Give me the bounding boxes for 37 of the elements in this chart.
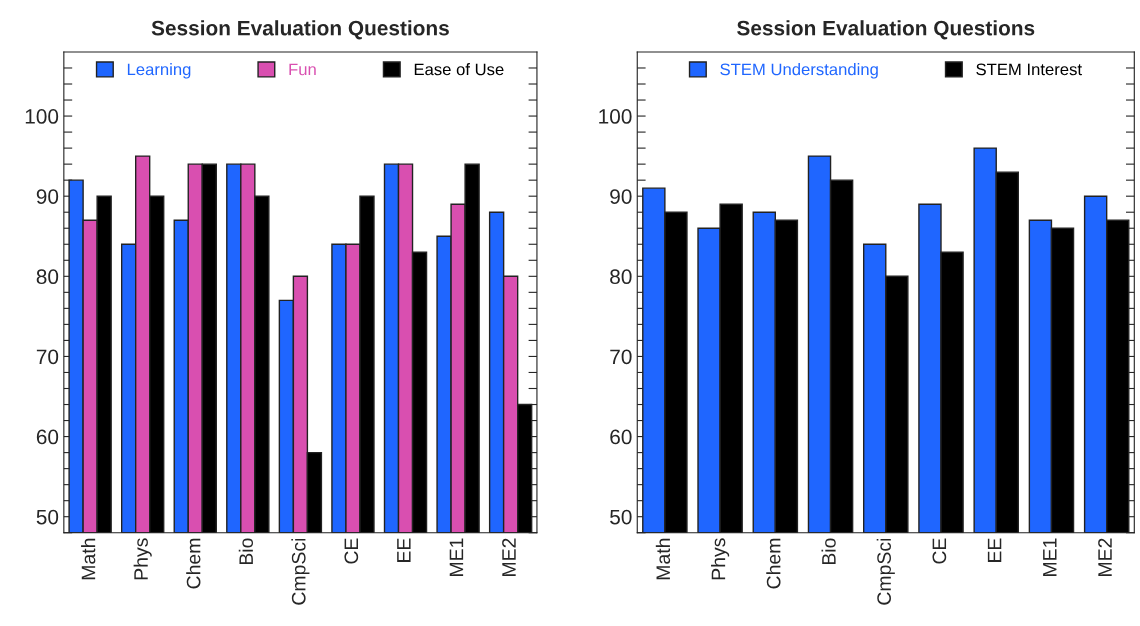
x-tick-label: ME2 (502, 538, 516, 576)
x-tick-label: Bio (821, 538, 836, 565)
y-tick-label: 100 (25, 109, 59, 124)
chart-title: Session Evaluation Questions (151, 20, 449, 40)
x-tick-label: CmpSci (291, 538, 310, 605)
x-tick-label: Math (655, 538, 671, 580)
y-tick-label: 70 (610, 349, 632, 365)
x-tick-label: CmpSci (876, 538, 895, 605)
y-tick-label: 60 (610, 429, 632, 445)
x-tick-label: ME1 (1043, 538, 1057, 576)
legend-label: Learning (127, 63, 191, 79)
x-tick-label: ME1 (449, 538, 464, 576)
y-tick-label: 100 (599, 109, 632, 124)
y-tick-label: 70 (36, 349, 59, 365)
x-tick-label: Phys (133, 538, 152, 580)
y-tick-label: 90 (610, 189, 632, 204)
legend-label: STEM Understanding (720, 63, 878, 79)
x-tick-label: Chem (766, 538, 781, 589)
x-tick-label: Bio (238, 538, 254, 565)
x-tick-label: Phys (711, 538, 730, 580)
legend-label: Fun (289, 63, 316, 76)
legend-label: Ease of Use (414, 63, 504, 76)
x-tick-label: ME2 (1098, 538, 1112, 576)
x-tick-label: CE (344, 538, 359, 564)
x-tick-label: Math (81, 538, 96, 580)
y-tick-label: 80 (36, 269, 59, 285)
legend-label: STEM Interest (976, 63, 1082, 76)
y-tick-label: 60 (36, 429, 59, 445)
chart-title: Session Evaluation Questions (737, 20, 1035, 40)
x-tick-label: CE (932, 538, 947, 564)
y-tick-label: 80 (610, 269, 632, 285)
y-tick-label: 90 (36, 189, 59, 204)
y-tick-label: 50 (610, 509, 632, 525)
x-tick-label: Chem (186, 538, 201, 589)
x-tick-label: EE (987, 538, 1002, 562)
x-tick-label: EE (397, 538, 411, 562)
y-tick-label: 50 (36, 509, 59, 525)
